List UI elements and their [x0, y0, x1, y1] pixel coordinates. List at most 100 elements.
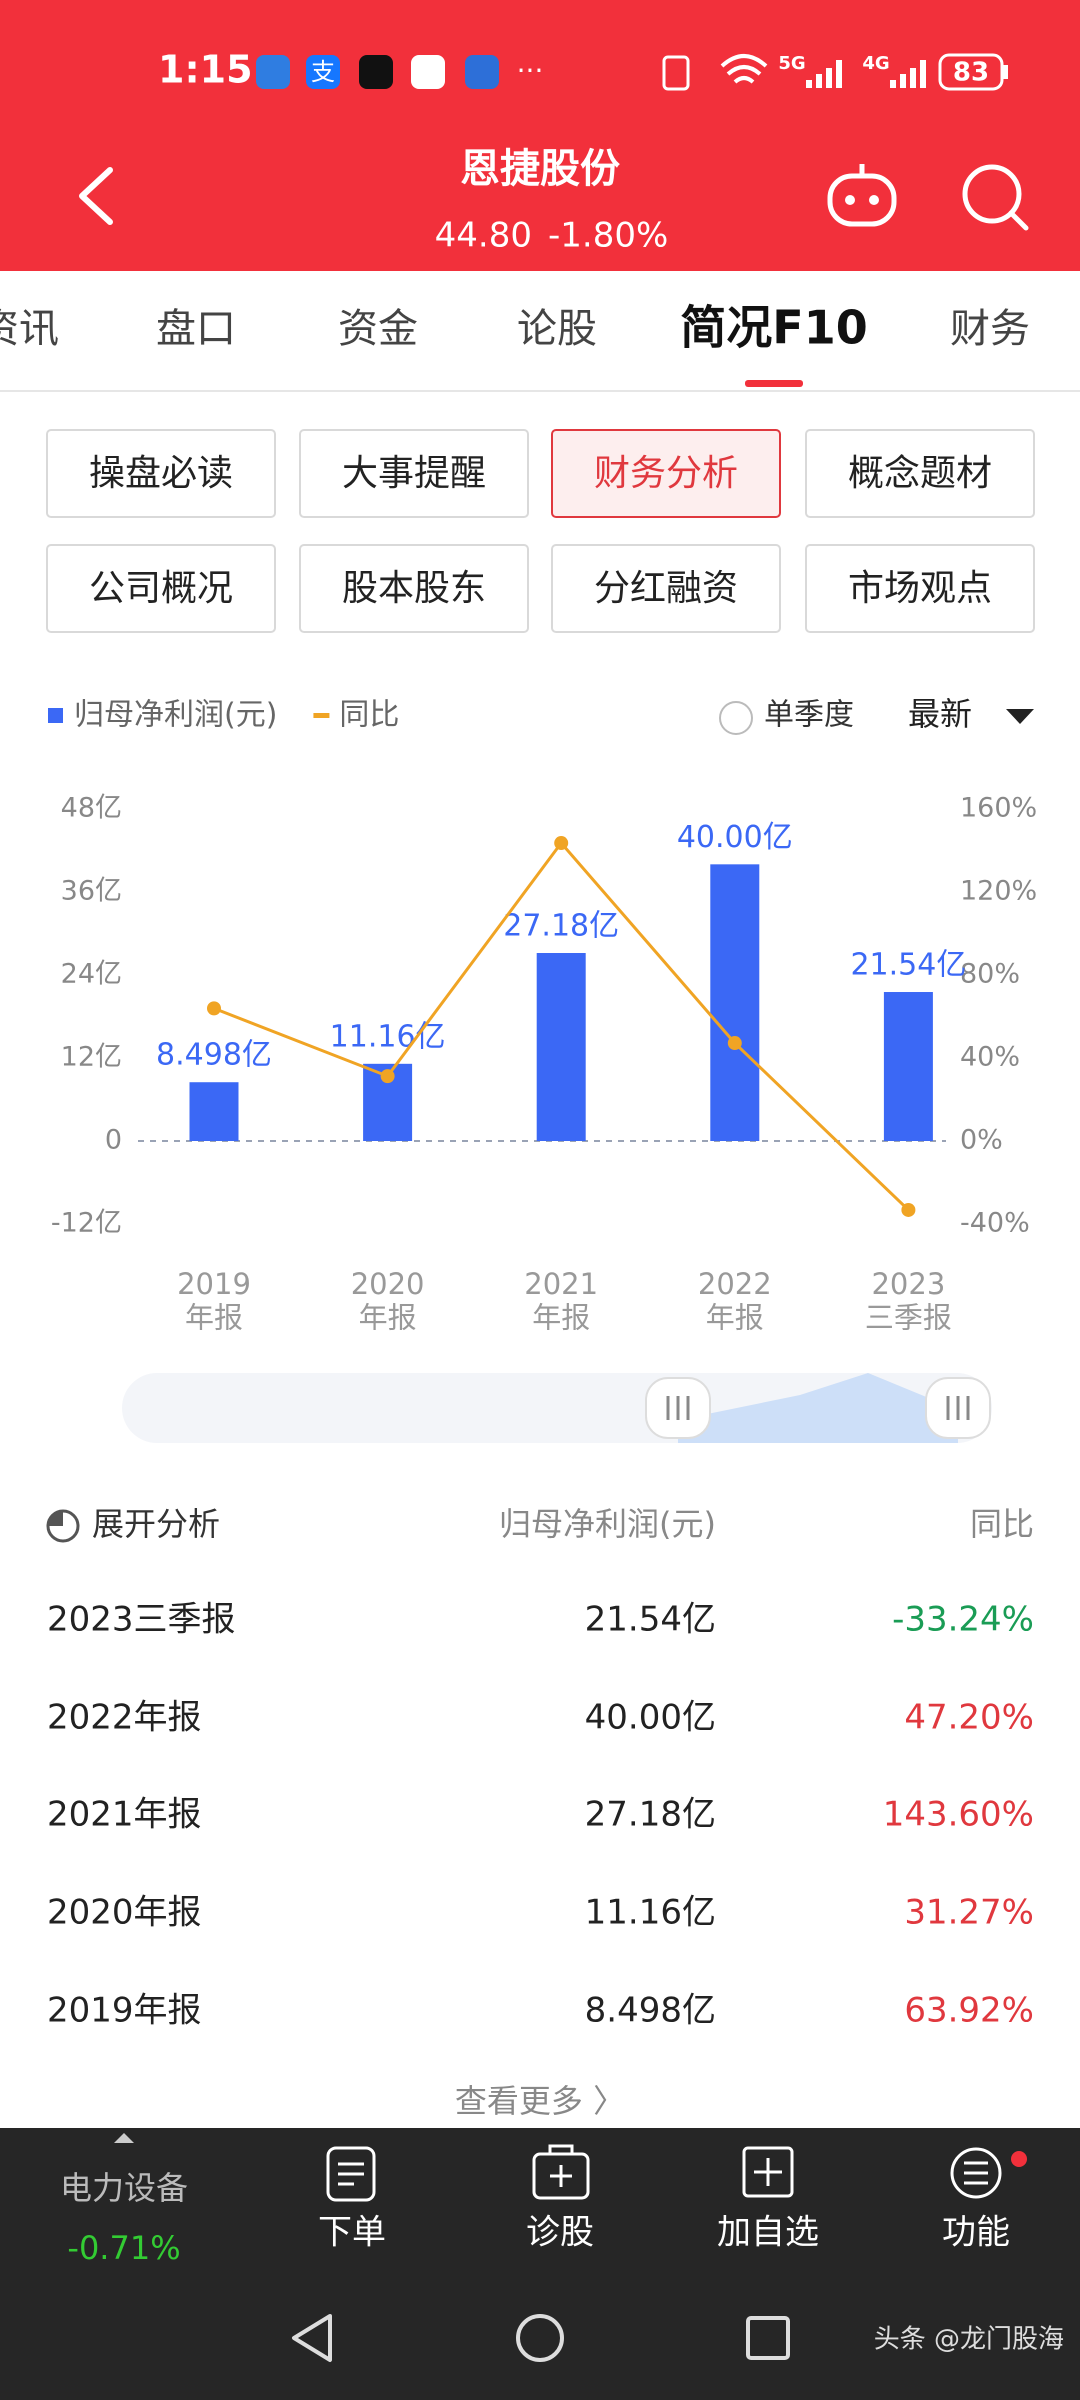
- tab[interactable]: 资金: [338, 306, 418, 352]
- button-label[interactable]: 大事提醒: [342, 453, 486, 494]
- chart: -12亿 0 12亿 24亿 36亿 48亿 -40% 0% 40% 80% 120% 160% 201…: [51, 793, 1037, 1335]
- y2-tick-label: 40%: [960, 1042, 1020, 1073]
- sector-change: -0.71%: [67, 2229, 180, 2267]
- y-tick-label: 48亿: [61, 793, 122, 824]
- battery-tip: [1003, 65, 1008, 79]
- table-cell: 40.00亿: [585, 1698, 716, 1738]
- y-tick-label: 24亿: [61, 959, 122, 990]
- button[interactable]: [805, 544, 1035, 633]
- line-point: [554, 836, 569, 851]
- button-label[interactable]: 财务分析: [594, 453, 738, 494]
- app-icon: [465, 55, 499, 89]
- system-nav: [292, 2314, 790, 2362]
- y2-tick-label: -40%: [960, 1208, 1030, 1239]
- notification-dot: [1011, 2151, 1027, 2167]
- tab[interactable]: 盘口: [156, 306, 236, 352]
- legend-label: 同比: [339, 698, 399, 733]
- button[interactable]: [299, 429, 529, 518]
- table-cell: 11.16亿: [585, 1893, 716, 1933]
- app-icon-label: 支: [311, 58, 335, 86]
- button-label[interactable]: 概念题材: [848, 453, 992, 494]
- single-quarter-label[interactable]: 单季度: [764, 698, 854, 733]
- wifi-icon: [720, 54, 768, 84]
- button-label[interactable]: 操盘必读: [89, 453, 233, 494]
- line-point: [380, 1069, 395, 1084]
- line-point: [727, 1036, 742, 1051]
- x-tick-label: 2019 年报: [177, 1267, 251, 1334]
- y-tick-label: 36亿: [61, 876, 122, 907]
- legend-label: 归母净利润(元): [74, 698, 277, 733]
- menu-item[interactable]: 功能: [942, 2213, 1010, 2253]
- table-cell: 2022年报: [47, 1698, 202, 1738]
- value-label: 11.16亿: [330, 1019, 446, 1054]
- status-more: ···: [517, 54, 544, 87]
- app-icon: [359, 55, 393, 89]
- table-cell: 27.18亿: [585, 1795, 716, 1835]
- x-tick-label: 2023 三季报: [865, 1267, 952, 1334]
- y-tick-label: 12亿: [61, 1042, 122, 1073]
- button-label[interactable]: 股本股东: [342, 568, 486, 609]
- dropdown-arrow: [1006, 709, 1034, 724]
- bottom-icons: [326, 2144, 1002, 2202]
- search-button[interactable]: [962, 164, 1029, 231]
- legend-marker: [48, 708, 63, 723]
- table-cell: 31.27%: [904, 1893, 1034, 1933]
- more-link[interactable]: 查看更多 〉: [455, 2082, 625, 2120]
- stock-name: 恩捷股份: [460, 146, 620, 192]
- y2-tick-label: 120%: [960, 876, 1037, 907]
- back-button[interactable]: [79, 167, 113, 225]
- signal-icon: [806, 60, 842, 88]
- table-cell: 143.60%: [883, 1795, 1034, 1835]
- tab[interactable]: 财务: [950, 306, 1030, 352]
- period-select[interactable]: 最新: [908, 695, 972, 733]
- table-cell: 2020年报: [47, 1893, 202, 1933]
- value-label: 40.00亿: [677, 820, 793, 855]
- bar: [536, 953, 586, 1141]
- expand-arrow: [114, 2133, 134, 2143]
- y-tick-label: 0: [105, 1125, 122, 1156]
- sector-name[interactable]: 电力设备: [60, 2169, 188, 2207]
- x-tick-label: 2020 年报: [351, 1267, 425, 1334]
- bar: [883, 992, 933, 1141]
- legend: 归母净利润(元) 同比: [48, 698, 399, 733]
- tab[interactable]: 简况F10: [680, 301, 867, 355]
- table-cell: 2023三季报: [47, 1600, 236, 1640]
- bar: [710, 864, 760, 1141]
- button[interactable]: [46, 544, 276, 633]
- button[interactable]: [551, 544, 781, 633]
- y2-tick-label: 80%: [960, 959, 1020, 990]
- vibrate-icon: [662, 55, 690, 91]
- button[interactable]: [299, 544, 529, 633]
- button[interactable]: [46, 429, 276, 518]
- radio-button[interactable]: [719, 701, 753, 735]
- table-cell: -33.24%: [892, 1600, 1034, 1640]
- value-label: 21.54亿: [850, 948, 966, 983]
- button[interactable]: [805, 429, 1035, 518]
- y2-tick-label: 160%: [960, 793, 1037, 824]
- app-icon: [256, 55, 290, 89]
- button-label[interactable]: 市场观点: [848, 568, 992, 609]
- x-tick-label: 2022 年报: [698, 1267, 772, 1334]
- table-header: 展开分析: [92, 1505, 220, 1543]
- button-label[interactable]: 分红融资: [594, 568, 738, 609]
- menu-item[interactable]: 加自选: [717, 2213, 819, 2253]
- table-header: 归母净利润(元): [499, 1505, 716, 1543]
- button-label[interactable]: 公司概况: [89, 568, 233, 609]
- table-header: 同比: [970, 1505, 1034, 1543]
- bottom-menu: 下单 诊股 加自选 功能: [318, 2213, 1010, 2253]
- range-slider[interactable]: [122, 1373, 992, 1443]
- tab[interactable]: 论股: [517, 306, 597, 352]
- bottom-bar-bg: [0, 2128, 1080, 2400]
- button[interactable]: [551, 429, 781, 518]
- robot-button[interactable]: [827, 164, 897, 227]
- stock-price: 44.80: [435, 216, 532, 256]
- app-icon: [306, 55, 340, 89]
- line-point: [207, 1001, 221, 1016]
- tab[interactable]: 资讯: [0, 306, 59, 352]
- menu-item[interactable]: 下单: [318, 2213, 386, 2253]
- bar: [189, 1082, 239, 1141]
- menu-item[interactable]: 诊股: [526, 2213, 594, 2253]
- battery-icon: [938, 53, 1004, 91]
